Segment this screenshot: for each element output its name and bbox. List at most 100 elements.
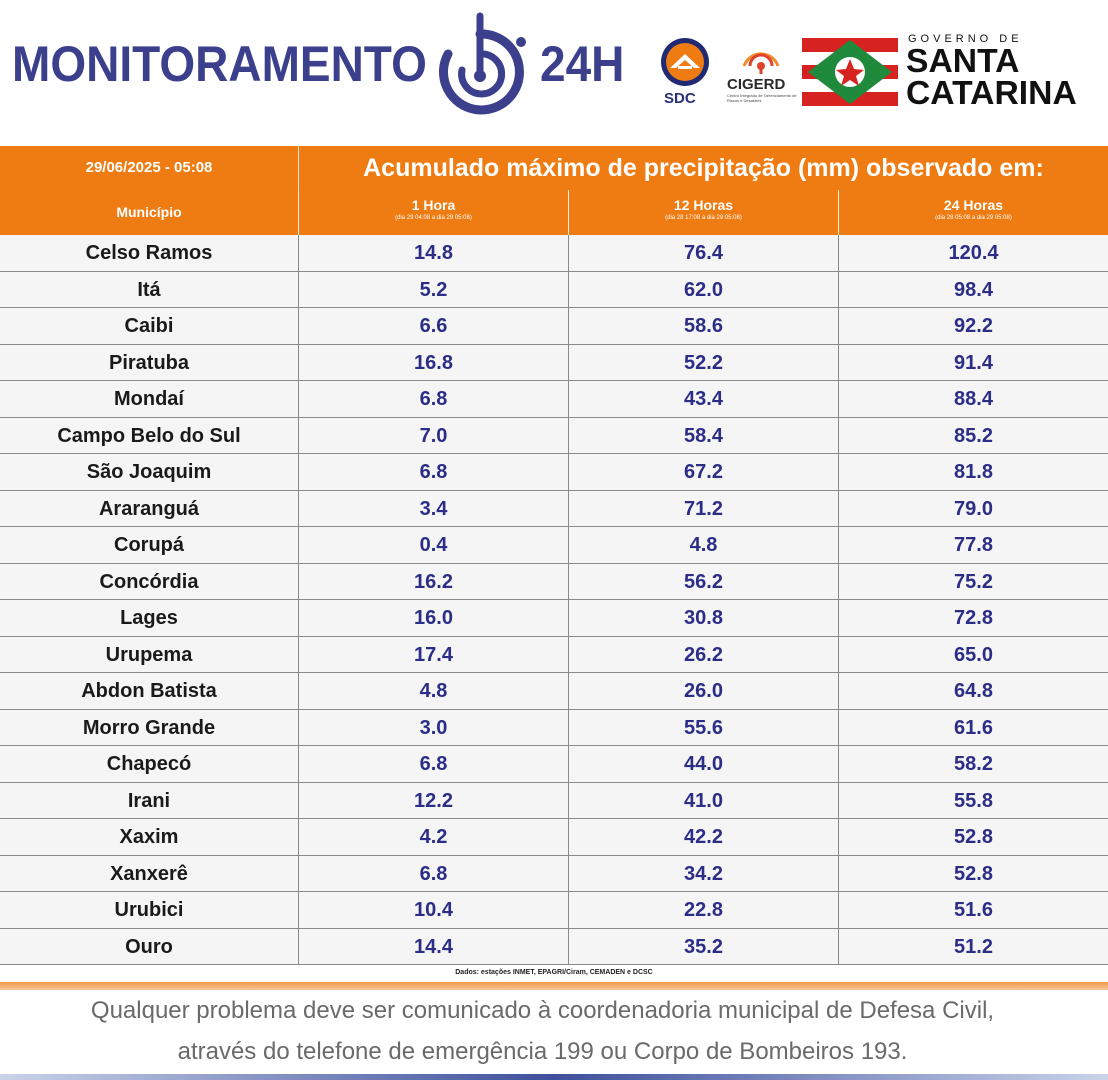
- bottom-divider: [0, 1074, 1108, 1080]
- value-12h: 26.0: [684, 680, 723, 702]
- column-divider: [298, 892, 299, 928]
- column-divider: [838, 527, 839, 563]
- column-divider: [298, 855, 299, 892]
- column-divider: [298, 235, 299, 271]
- municipio-name: Urubici: [114, 899, 184, 921]
- column-divider: [838, 381, 839, 417]
- municipio-name: Itá: [137, 278, 161, 301]
- value-12h: 42.2: [684, 826, 723, 848]
- value-1h: 14.8: [414, 242, 453, 264]
- value-24h: 61.6: [954, 716, 993, 739]
- value-24h: 72.8: [954, 607, 993, 629]
- column-divider: [568, 344, 569, 381]
- column-divider: [838, 928, 839, 965]
- column-divider: [298, 344, 299, 381]
- municipio-name: Irani: [127, 789, 171, 812]
- value-24h: 81.8: [954, 461, 993, 483]
- value-12h: 58.4: [684, 424, 723, 447]
- value-24h: 51.6: [954, 899, 993, 921]
- column-divider: [568, 673, 569, 709]
- value-12h: 44.0: [684, 753, 723, 775]
- value-24h: 77.8: [954, 534, 993, 556]
- value-24h: 55.8: [954, 789, 993, 812]
- value-1h: 6.8: [419, 461, 448, 483]
- footer-notice-line1: Qualquer problema deve ser comunicado à …: [90, 997, 995, 1024]
- value-12h: 58.6: [684, 315, 723, 337]
- value-1h: 16.2: [414, 570, 453, 593]
- value-24h: 120.4: [948, 242, 999, 264]
- municipio-name: Urupema: [105, 643, 193, 666]
- government-name-line1: SANTA: [906, 42, 1020, 79]
- value-1h: 6.8: [419, 862, 448, 885]
- column-divider: [568, 308, 569, 344]
- table-row: Mondaí 6.8 43.4 88.4: [0, 381, 1108, 418]
- column-divider: [838, 855, 839, 892]
- column-header-label: 12 Horas: [673, 197, 734, 213]
- column-divider: [838, 782, 839, 819]
- table-row: Corupá 0.4 4.8 77.8: [0, 527, 1108, 564]
- table-row: Urubici 10.4 22.8 51.6: [0, 892, 1108, 929]
- table-row: Urupema 17.4 26.2 65.0: [0, 636, 1108, 673]
- table-row: Celso Ramos 14.8 76.4 120.4: [0, 235, 1108, 272]
- report-date: 29/06/2025 - 05:08: [85, 159, 213, 176]
- table-row: Itá 5.2 62.0 98.4: [0, 271, 1108, 308]
- column-divider: [568, 454, 569, 490]
- municipio-name: Caibi: [124, 315, 174, 337]
- column-divider: [568, 819, 569, 855]
- value-1h: 3.4: [419, 497, 448, 520]
- column-divider: [568, 855, 569, 892]
- table-row: Piratuba 16.8 52.2 91.4: [0, 344, 1108, 381]
- column-divider: [838, 673, 839, 709]
- value-24h: 79.0: [954, 497, 993, 520]
- column-divider: [838, 892, 839, 928]
- value-24h: 88.4: [954, 388, 993, 410]
- column-divider: [298, 563, 299, 600]
- column-header-period: (dia 28 05:08 a dia 29 05:08): [935, 215, 1012, 221]
- table-row: Xaxim 4.2 42.2 52.8: [0, 819, 1108, 856]
- municipio-name: Celso Ramos: [85, 242, 213, 264]
- municipio-name: Araranguá: [98, 497, 200, 520]
- value-24h: 98.4: [954, 278, 993, 301]
- data-source-note: Dados: estações INMET, EPAGRI/Ciram, CEM…: [455, 969, 653, 976]
- orange-divider: [0, 982, 1108, 990]
- value-1h: 4.8: [419, 680, 448, 702]
- value-1h: 3.0: [419, 716, 448, 739]
- value-12h: 41.0: [684, 789, 723, 812]
- column-divider: [838, 308, 839, 344]
- column-divider: [838, 235, 839, 271]
- value-24h: 64.8: [954, 680, 993, 702]
- column-divider: [838, 454, 839, 490]
- cigerd-subtitle: Centro Integrado de Gerenciamento de Ris…: [727, 93, 797, 103]
- value-24h: 85.2: [954, 424, 993, 447]
- table-row: Chapecó 6.8 44.0 58.2: [0, 746, 1108, 783]
- column-divider: [298, 417, 299, 454]
- column-divider: [298, 381, 299, 417]
- brand-24h: 24H: [540, 36, 625, 92]
- page-header: MONITORAMENTO 24H SDC CIGERD Centro Inte…: [0, 0, 1108, 146]
- column-divider: [838, 600, 839, 636]
- value-24h: 52.8: [954, 862, 993, 885]
- column-header-period: (dia 28 17:08 a dia 29 05:08): [665, 215, 742, 221]
- santa-catarina-flag-icon: [802, 36, 898, 108]
- municipio-name: Corupá: [114, 534, 184, 556]
- value-12h: 30.8: [684, 607, 723, 629]
- municipio-name: Lages: [120, 607, 178, 629]
- column-divider: [298, 146, 299, 190]
- column-divider: [298, 673, 299, 709]
- column-header-24h: 24 Horas (dia 28 05:08 a dia 29 05:08): [839, 190, 1108, 235]
- column-divider: [568, 600, 569, 636]
- value-24h: 75.2: [954, 570, 993, 593]
- value-12h: 52.2: [684, 351, 723, 374]
- municipio-name: Chapecó: [106, 753, 192, 775]
- table-row: Ouro 14.4 35.2 51.2: [0, 928, 1108, 965]
- footer-notice-line2: através do telefone de emergência 199 ou…: [177, 1038, 908, 1065]
- column-divider: [298, 308, 299, 344]
- column-divider: [298, 190, 299, 235]
- value-12h: 22.8: [684, 899, 723, 921]
- column-divider: [298, 454, 299, 490]
- value-12h: 43.4: [684, 388, 723, 410]
- value-24h: 92.2: [954, 315, 993, 337]
- value-1h: 4.2: [419, 826, 448, 848]
- value-12h: 67.2: [684, 461, 723, 483]
- column-divider: [568, 928, 569, 965]
